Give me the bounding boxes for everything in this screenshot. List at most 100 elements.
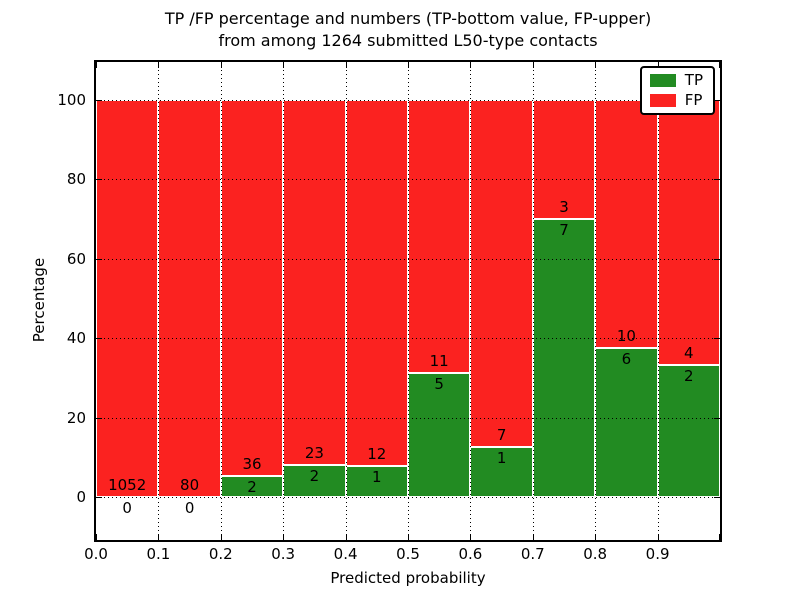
- x-tick-label: 0.1: [146, 545, 171, 563]
- tp-count-label: 1: [496, 449, 507, 468]
- x-tick-mark: [657, 62, 659, 68]
- x-gridline: [283, 62, 285, 540]
- x-tick-label: 0.9: [645, 545, 670, 563]
- y-axis-label: Percentage: [30, 257, 48, 343]
- x-tick-mark: [532, 62, 534, 68]
- x-tick-label: 0.5: [396, 545, 420, 563]
- tp-count-label: 1: [372, 468, 382, 487]
- y-tick-label: 60: [66, 249, 86, 268]
- y-tick-mark: [96, 497, 102, 498]
- x-axis-label: Predicted probability: [330, 569, 486, 587]
- tp-bar-segment: [345, 466, 408, 497]
- fp-bar-segment: [470, 100, 533, 448]
- y-tick-label: 100: [57, 91, 86, 109]
- x-tick-mark: [220, 534, 222, 540]
- fp-count-label: 1052: [108, 476, 147, 494]
- x-tick-label: 0.3: [271, 545, 296, 563]
- chart-title-line1: TP /FP percentage and numbers (TP-bottom…: [164, 9, 652, 28]
- x-gridline: [345, 62, 347, 540]
- fp-count-label: 80: [180, 476, 200, 494]
- x-tick-mark: [719, 534, 720, 540]
- x-gridline: [220, 62, 222, 540]
- y-tick-mark: [96, 417, 102, 419]
- fp-count-label: 12: [367, 445, 387, 464]
- legend-label-fp: FP: [684, 91, 703, 109]
- x-tick-mark: [220, 62, 222, 68]
- x-tick-label: 0.4: [333, 545, 358, 563]
- fp-bar-segment: [158, 100, 221, 497]
- fp-bar-segment: [96, 100, 159, 497]
- x-tick-mark: [408, 534, 409, 540]
- x-tick-mark: [345, 62, 347, 68]
- x-tick-mark: [408, 62, 409, 68]
- y-tick-mark: [96, 100, 102, 101]
- y-tick-mark: [96, 179, 102, 181]
- x-tick-mark: [595, 534, 597, 540]
- x-tick-mark: [283, 62, 285, 68]
- chart-title-line2: from among 1264 submitted L50-type conta…: [218, 31, 598, 50]
- fp-bar-segment: [345, 100, 408, 467]
- fp-color-swatch: [649, 94, 676, 107]
- x-tick-mark: [532, 534, 534, 540]
- x-gridline: [408, 62, 409, 540]
- x-tick-label: 0.7: [520, 545, 545, 563]
- legend: TP FP: [639, 66, 715, 115]
- fp-bar-segment: [283, 100, 346, 466]
- x-tick-mark: [96, 534, 97, 540]
- legend-label-tp: TP: [684, 71, 703, 89]
- x-tick-mark: [470, 62, 472, 68]
- x-tick-mark: [595, 62, 597, 68]
- x-tick-mark: [158, 62, 160, 68]
- legend-item-tp: TP: [649, 71, 703, 89]
- fp-count-label: 4: [684, 343, 694, 362]
- tp-count-label: 6: [621, 350, 632, 369]
- x-tick-mark: [283, 534, 285, 540]
- x-gridline: [595, 62, 597, 540]
- x-tick-mark: [470, 534, 472, 540]
- fp-count-label: 10: [616, 327, 636, 346]
- x-tick-label: 0.0: [84, 545, 108, 563]
- plot-area: TP FP 1052 0 80 0 36 2 23 2 12 1 11 5 7 1 3 7 10 6 4 2: [94, 60, 722, 542]
- y-tick-label: 0: [76, 488, 86, 506]
- tp-count-label: 0: [122, 499, 132, 517]
- y-tick-label: 40: [66, 329, 86, 348]
- x-tick-label: 0.2: [208, 545, 233, 563]
- y-tick-mark: [714, 179, 720, 181]
- x-tick-mark: [96, 62, 97, 68]
- x-tick-mark: [719, 62, 720, 68]
- y-tick-mark: [714, 497, 720, 498]
- y-tick-label: 20: [66, 408, 86, 427]
- fp-count-label: 3: [559, 198, 569, 217]
- tp-count-label: 2: [247, 478, 257, 497]
- tp-count-label: 2: [684, 366, 694, 385]
- x-gridline: [158, 62, 160, 540]
- x-gridline: [532, 62, 534, 540]
- legend-item-fp: FP: [649, 91, 703, 109]
- y-gridline: [96, 100, 720, 101]
- y-tick-label: 80: [66, 170, 86, 189]
- fp-bar-segment: [220, 100, 284, 477]
- y-gridline: [96, 417, 720, 419]
- y-gridline: [96, 338, 720, 340]
- x-gridline: [657, 62, 659, 540]
- y-tick-mark: [96, 258, 102, 260]
- fp-count-label: 7: [496, 426, 507, 445]
- tp-count-label: 5: [434, 374, 444, 393]
- y-gridline: [96, 497, 720, 498]
- y-gridline: [96, 258, 720, 260]
- y-tick-mark: [714, 258, 720, 260]
- x-tick-mark: [158, 534, 160, 540]
- x-gridline: [470, 62, 472, 540]
- tp-bar-segment: [283, 465, 346, 497]
- x-tick-mark: [345, 534, 347, 540]
- tp-count-label: 2: [309, 467, 320, 486]
- tp-bar-segment: [595, 348, 658, 497]
- y-gridline: [96, 179, 720, 181]
- tp-bar-segment: [408, 372, 471, 497]
- x-tick-label: 0.8: [583, 545, 608, 563]
- fp-count-label: 11: [429, 351, 449, 370]
- x-tick-label: 0.6: [458, 545, 483, 563]
- x-tick-mark: [657, 534, 659, 540]
- y-tick-mark: [714, 417, 720, 419]
